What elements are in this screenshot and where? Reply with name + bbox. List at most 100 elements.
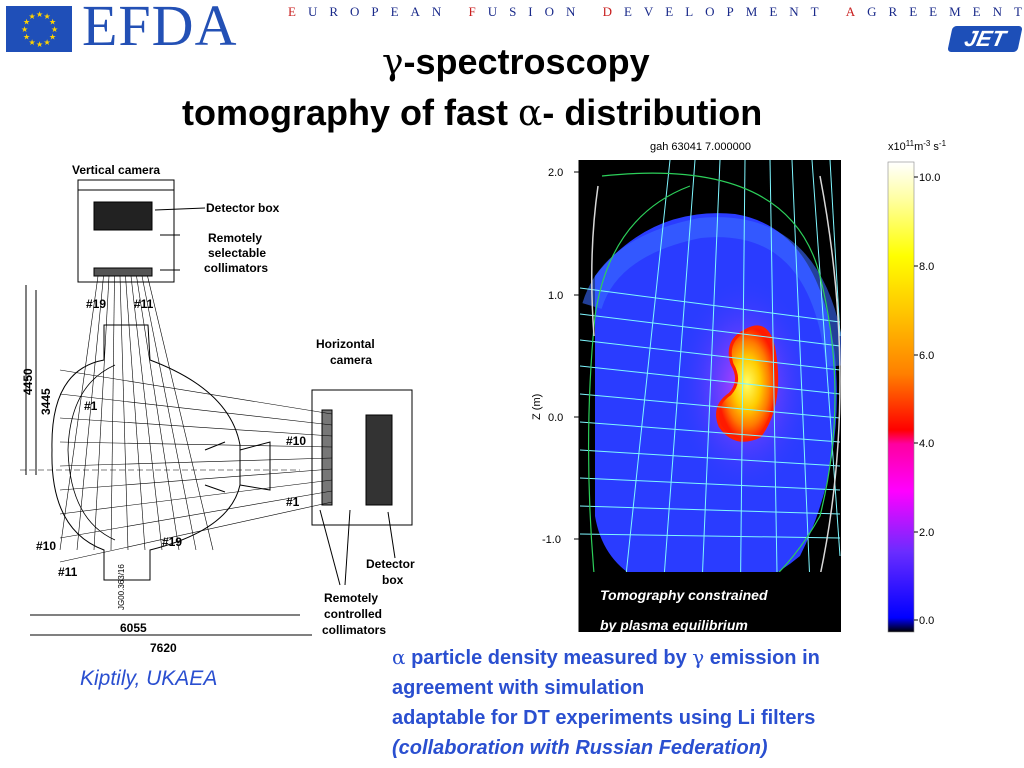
summary-line-1-part-1: particle density measured by: [405, 647, 693, 669]
title-line2-prefix: tomography of fast: [182, 92, 519, 133]
horizontal-line-of-sight: [59, 457, 333, 467]
summary-line-3: adaptable for DT experiments using Li fi…: [392, 707, 816, 729]
horizontal-collimators: [321, 409, 333, 506]
tomography-note-line-1: Tomography constrained: [600, 587, 768, 603]
eu-flag-icon: ★ ★ ★ ★ ★ ★ ★ ★ ★ ★ ★ ★: [6, 6, 72, 52]
gamma-tomography-plot: gah 63041 7.000000 x1011m-3 s-1 2.0 1.: [531, 139, 947, 633]
colorbar: [887, 161, 915, 633]
banner-letter: E: [665, 4, 674, 19]
colorbar-tick-label: 4.0: [919, 438, 934, 450]
y-tick-label: -1.0: [542, 534, 561, 546]
banner-letter: E: [909, 4, 918, 19]
y-tick-label: 0.0: [548, 412, 563, 424]
gamma-camera-diagram: Vertical camera Detector box Remotely se…: [20, 163, 415, 655]
dimension-6055-label: 6055: [120, 621, 147, 635]
banner-letter: E: [972, 4, 981, 19]
horizontal-camera-label-2: camera: [330, 353, 372, 367]
flag-star-icon: ★: [49, 18, 56, 27]
banner-letter: N: [431, 4, 442, 19]
remotely-controlled-label-2: controlled: [324, 607, 382, 621]
banner-letter: I: [528, 4, 533, 19]
detector-box-right-label-1: Detector: [366, 557, 415, 571]
drawing-reference-label: JG00.363/16: [117, 564, 126, 610]
banner-letter: N: [566, 4, 576, 19]
y-axis-label: Z (m): [531, 394, 543, 420]
flag-star-icon: ★: [29, 38, 36, 47]
banner-letter: G: [867, 4, 877, 19]
banner-letter: U: [487, 4, 498, 19]
banner-letter: F: [468, 4, 476, 19]
colorbar-tick-label: 8.0: [919, 261, 934, 273]
slide-title-line-2: tomography of fast α- distribution: [182, 93, 762, 134]
y-tick-label: 1.0: [548, 290, 563, 302]
flag-star-icon: ★: [36, 40, 43, 49]
banner-letter: M: [949, 4, 961, 19]
banner-letter: V: [643, 4, 654, 19]
channel-1-right-label: #1: [286, 495, 300, 509]
vertical-line-of-sight: [147, 275, 214, 551]
banner-letter: E: [623, 4, 632, 19]
flag-star-icon: ★: [44, 12, 51, 21]
flag-star-icon: ★: [23, 18, 30, 27]
colorbar-tick-label: 10.0: [919, 172, 940, 184]
vertical-line-of-sight: [110, 275, 115, 551]
lines-of-sight-grid: [579, 160, 841, 632]
banner-letter: N: [789, 4, 799, 19]
banner-letter: R: [329, 4, 338, 19]
horizontal-camera-label-1: Horizontal: [316, 337, 375, 351]
colorbar-ticks: 10.0 8.0 6.0 4.0 2.0 0.0: [914, 172, 940, 627]
vertical-line-of-sight: [93, 275, 110, 551]
vertical-line-of-sight: [125, 275, 146, 551]
summary-bullets: α particle density measured by γ emissio…: [392, 642, 1012, 763]
horizontal-line-of-sight: [59, 441, 333, 448]
alpha-symbol: α: [392, 645, 406, 669]
vertical-detector-box: [93, 201, 153, 231]
y-axis: 2.0 1.0 0.0 -1.0 Z (m): [531, 160, 580, 632]
plot-shot-header: gah 63041 7.000000: [650, 141, 751, 153]
vertical-line-of-sight: [119, 275, 129, 551]
summary-line-1: α particle density measured by γ emissio…: [392, 642, 1012, 673]
banner-letter: [831, 4, 834, 20]
horizontal-line-of-sight: [59, 417, 333, 437]
vertical-line-of-sight: [136, 275, 180, 551]
banner-letter: E: [390, 4, 399, 19]
banner-letter: A: [410, 4, 420, 19]
title-line2-suffix: - distribution: [542, 92, 763, 133]
flag-star-icon: ★: [44, 38, 51, 47]
channel-11-top-label: #11: [134, 297, 154, 311]
alpha-symbol: α: [518, 93, 543, 134]
title-line1-text: -spectroscopy: [403, 41, 650, 82]
efda-logo: EFDA: [82, 0, 238, 58]
vertical-line-of-sight: [59, 275, 99, 551]
banner-letter: T: [1013, 4, 1022, 19]
remotely-controlled-label-1: Remotely: [324, 591, 378, 605]
remotely-selectable-label-3: collimators: [204, 261, 268, 275]
banner-letter: O: [544, 4, 555, 19]
detector-box-label: Detector box: [206, 201, 280, 215]
flag-star-icon: ★: [21, 25, 28, 34]
horizontal-line-of-sight: [59, 468, 333, 491]
banner-letter: E: [929, 4, 938, 19]
colorbar-tick-label: 2.0: [919, 527, 934, 539]
dimension-4450-label: 4450: [21, 368, 35, 395]
vertical-camera-housing: [77, 179, 175, 283]
banner-letter: T: [810, 4, 819, 19]
banner-letter: D: [602, 4, 612, 19]
dimension-3445-label: 3445: [39, 388, 53, 415]
channel-11-low-label: #11: [58, 565, 78, 579]
colorbar-unit-label: x1011m-3 s-1: [888, 139, 947, 153]
vertical-collimators: [93, 267, 153, 277]
remotely-selectable-label-2: selectable: [208, 246, 266, 260]
horizontal-line-of-sight: [59, 490, 333, 539]
y-tick-label: 2.0: [548, 167, 563, 179]
vertical-line-of-sight: [141, 275, 197, 551]
banner-letter: O: [705, 4, 715, 19]
banner-letter: U: [307, 4, 318, 19]
banner-letter: R: [888, 4, 898, 19]
banner-letter: N: [992, 4, 1002, 19]
slide-title-line-1: γ-spectroscopy: [382, 42, 650, 83]
banner-letter: P: [371, 4, 379, 19]
tokamak-vessel-outline: [51, 324, 241, 581]
tomography-note-line-2: by plasma equilibrium: [600, 617, 748, 633]
